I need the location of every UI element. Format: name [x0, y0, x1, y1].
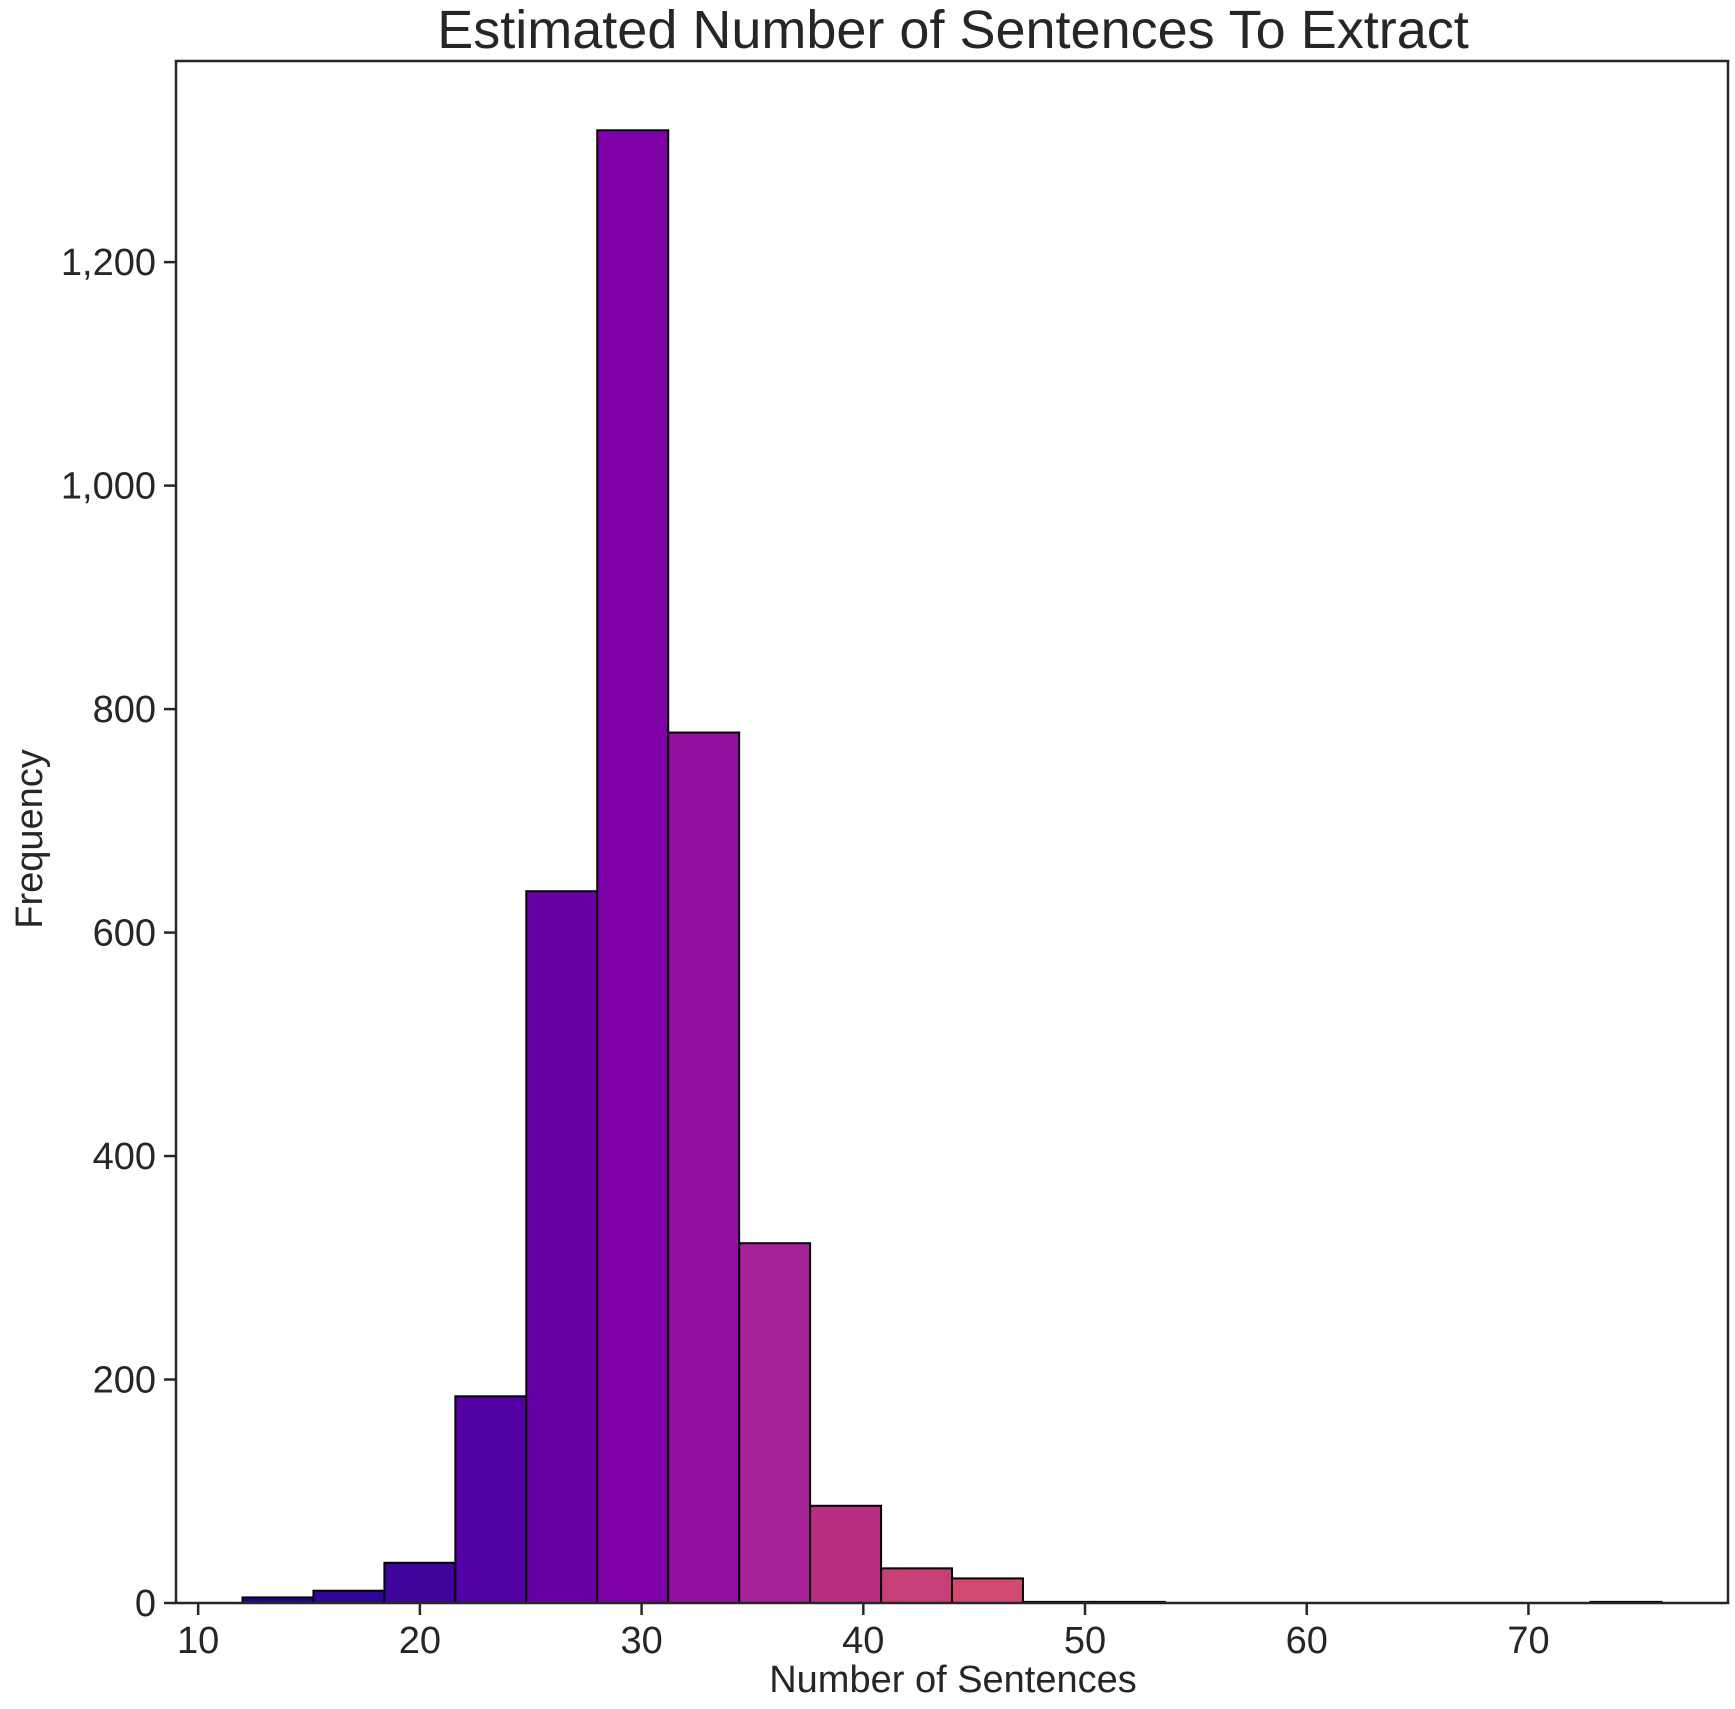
x-tick-label: 10	[177, 1620, 219, 1662]
histogram-bar	[525, 890, 599, 1604]
histogram-bar	[880, 1567, 954, 1604]
x-tick-label: 50	[1064, 1620, 1106, 1662]
y-tick-label: 200	[93, 1360, 156, 1402]
x-tick-label: 70	[1507, 1620, 1549, 1662]
x-tick-label: 40	[842, 1620, 884, 1662]
y-tick-label: 600	[93, 913, 156, 955]
y-tick-label: 0	[135, 1583, 156, 1625]
x-tick-label: 20	[399, 1620, 441, 1662]
x-axis-ticks: 10 20 30 40 50 60 70	[177, 1603, 1550, 1662]
x-tick-label: 30	[620, 1620, 662, 1662]
y-tick-label: 800	[93, 689, 156, 731]
y-axis-ticks: 0 200 400 600 800 1,000 1,200	[61, 242, 176, 1625]
y-tick-label: 1,200	[61, 242, 156, 284]
y-tick-label: 400	[93, 1136, 156, 1178]
histogram-bar	[454, 1395, 528, 1604]
chart-title: Estimated Number of Sentences To Extract	[437, 0, 1468, 60]
y-tick-label: 1,000	[61, 466, 156, 508]
x-tick-label: 60	[1286, 1620, 1328, 1662]
plot-frame	[174, 59, 1730, 1605]
histogram-bar	[738, 1242, 812, 1604]
histogram-bar	[596, 129, 670, 1604]
y-axis-label: Frequency	[9, 749, 51, 929]
x-axis-label: Number of Sentences	[769, 1659, 1137, 1701]
histogram-bar	[383, 1561, 457, 1605]
histogram-bars	[241, 129, 1663, 1605]
histogram-bar	[809, 1504, 883, 1605]
histogram-bar	[951, 1577, 1024, 1604]
histogram-bar	[312, 1589, 386, 1605]
histogram-bar	[667, 731, 741, 1604]
